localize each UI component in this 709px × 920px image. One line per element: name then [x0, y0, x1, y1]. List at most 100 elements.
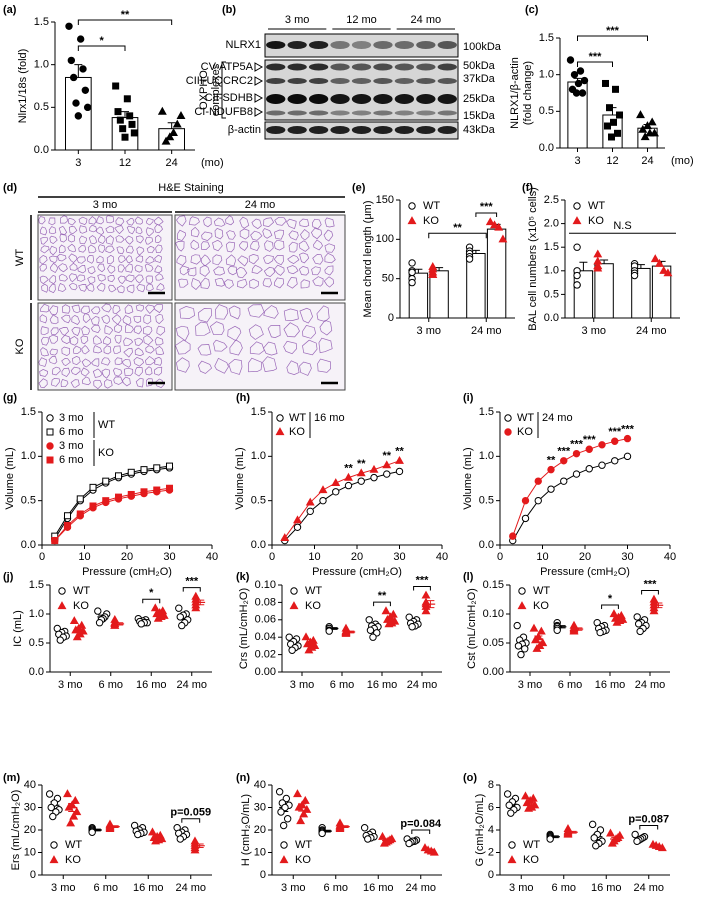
- legend-note: 24 mo: [542, 412, 573, 424]
- column-label: 3 mo: [93, 199, 117, 211]
- y-tick-label: 0.06: [255, 614, 276, 626]
- data-point: [604, 122, 611, 130]
- sig-bracket: [182, 587, 201, 592]
- data-point: [421, 590, 431, 599]
- y-tick-label: 0.5: [29, 637, 44, 649]
- alveolus: [153, 303, 163, 314]
- data-point: [115, 472, 122, 480]
- panel-label: (n): [236, 772, 250, 784]
- x-tick-label: 16 mo: [133, 882, 164, 894]
- y-axis-label: Mean chord length (μm): [362, 201, 374, 318]
- x-tick-label: 20: [579, 551, 591, 563]
- legend-label: 3 mo: [59, 440, 83, 452]
- y-tick-label: 1.5: [34, 16, 49, 28]
- data-point: [573, 271, 581, 280]
- alveolus: [176, 215, 187, 227]
- alveolus: [40, 336, 49, 346]
- legend-marker: [504, 414, 512, 422]
- x-tick-label: 20: [351, 551, 363, 563]
- alveolus: [98, 244, 106, 254]
- histology-image: [37, 302, 173, 391]
- legend-marker: [46, 456, 54, 464]
- data-point: [105, 824, 115, 832]
- alveolus: [300, 229, 310, 241]
- blot-band: [373, 110, 393, 116]
- blot-band: [437, 126, 457, 134]
- alveolus: [214, 357, 229, 374]
- alveolus: [49, 348, 58, 356]
- alveolus: [212, 239, 223, 252]
- alveolus: [215, 304, 229, 320]
- legend-label: WT: [305, 585, 322, 597]
- data-point: [429, 847, 439, 856]
- alveolus: [155, 234, 162, 243]
- alveolus: [263, 217, 275, 227]
- sig-label: **: [395, 446, 404, 458]
- alveolus: [113, 367, 123, 377]
- alveolus: [81, 345, 90, 355]
- data-point: [610, 118, 617, 126]
- data-point: [609, 609, 619, 618]
- alveolus: [250, 241, 260, 252]
- size-label: 43kDa: [463, 124, 496, 136]
- alveolus: [174, 339, 191, 355]
- x-tick-label: 3 mo: [58, 679, 82, 691]
- blot-band: [373, 41, 393, 49]
- alveolus: [87, 244, 97, 254]
- y-axis-label: BAL cell numbers (x10⁵ cells): [527, 187, 539, 331]
- alveolus: [324, 217, 335, 228]
- alveolus: [319, 319, 333, 336]
- alveolus: [251, 264, 263, 274]
- data-point: [69, 616, 79, 625]
- alveolus: [60, 378, 69, 388]
- data-point: [634, 620, 643, 628]
- alveolus: [302, 339, 318, 356]
- alveolus: [77, 265, 86, 274]
- alveolus: [71, 304, 81, 314]
- alveolus: [71, 314, 80, 325]
- alveolus: [263, 305, 279, 319]
- blot-band: [351, 126, 372, 134]
- alveolus: [92, 368, 103, 378]
- data-point: [593, 249, 603, 258]
- alveolus: [213, 339, 228, 352]
- x-tick-label: 3: [75, 157, 81, 169]
- alveolus: [104, 325, 114, 335]
- data-point: [150, 603, 160, 612]
- data-point: [69, 811, 79, 820]
- data-point: [596, 628, 604, 637]
- data-point: [569, 626, 579, 635]
- sig-label: **: [357, 458, 366, 470]
- data-point: [293, 789, 302, 798]
- alveolus: [136, 284, 145, 293]
- data-point: [153, 486, 161, 494]
- x-tick-label: 3 mo: [281, 882, 305, 894]
- legend-label: WT: [533, 585, 550, 597]
- row-label: WT: [14, 249, 26, 266]
- data-point: [379, 838, 389, 847]
- data-point: [76, 35, 85, 43]
- sig-label: *: [100, 35, 105, 47]
- data-point: [282, 794, 291, 803]
- data-point: [612, 617, 622, 626]
- blot-band: [266, 110, 286, 116]
- blot-band: [416, 94, 436, 104]
- alveolus: [209, 321, 225, 336]
- data-point: [341, 628, 351, 637]
- alveolus: [155, 345, 165, 355]
- alveolus: [114, 334, 122, 344]
- blot-band: [266, 126, 286, 134]
- data-point: [513, 621, 521, 630]
- panel-label: (f): [522, 182, 533, 194]
- x-tick-label: 6 mo: [94, 882, 118, 894]
- panel-label: (e): [352, 182, 366, 194]
- sig-bracket: [601, 604, 619, 609]
- alveolus: [133, 315, 142, 324]
- alveolus: [225, 241, 236, 253]
- panel-label: (o): [463, 772, 477, 784]
- y-tick-label: 1.0: [544, 265, 559, 277]
- data-point: [89, 483, 97, 491]
- alveolus: [70, 366, 81, 376]
- alveolus: [145, 345, 155, 354]
- data-point: [383, 470, 391, 478]
